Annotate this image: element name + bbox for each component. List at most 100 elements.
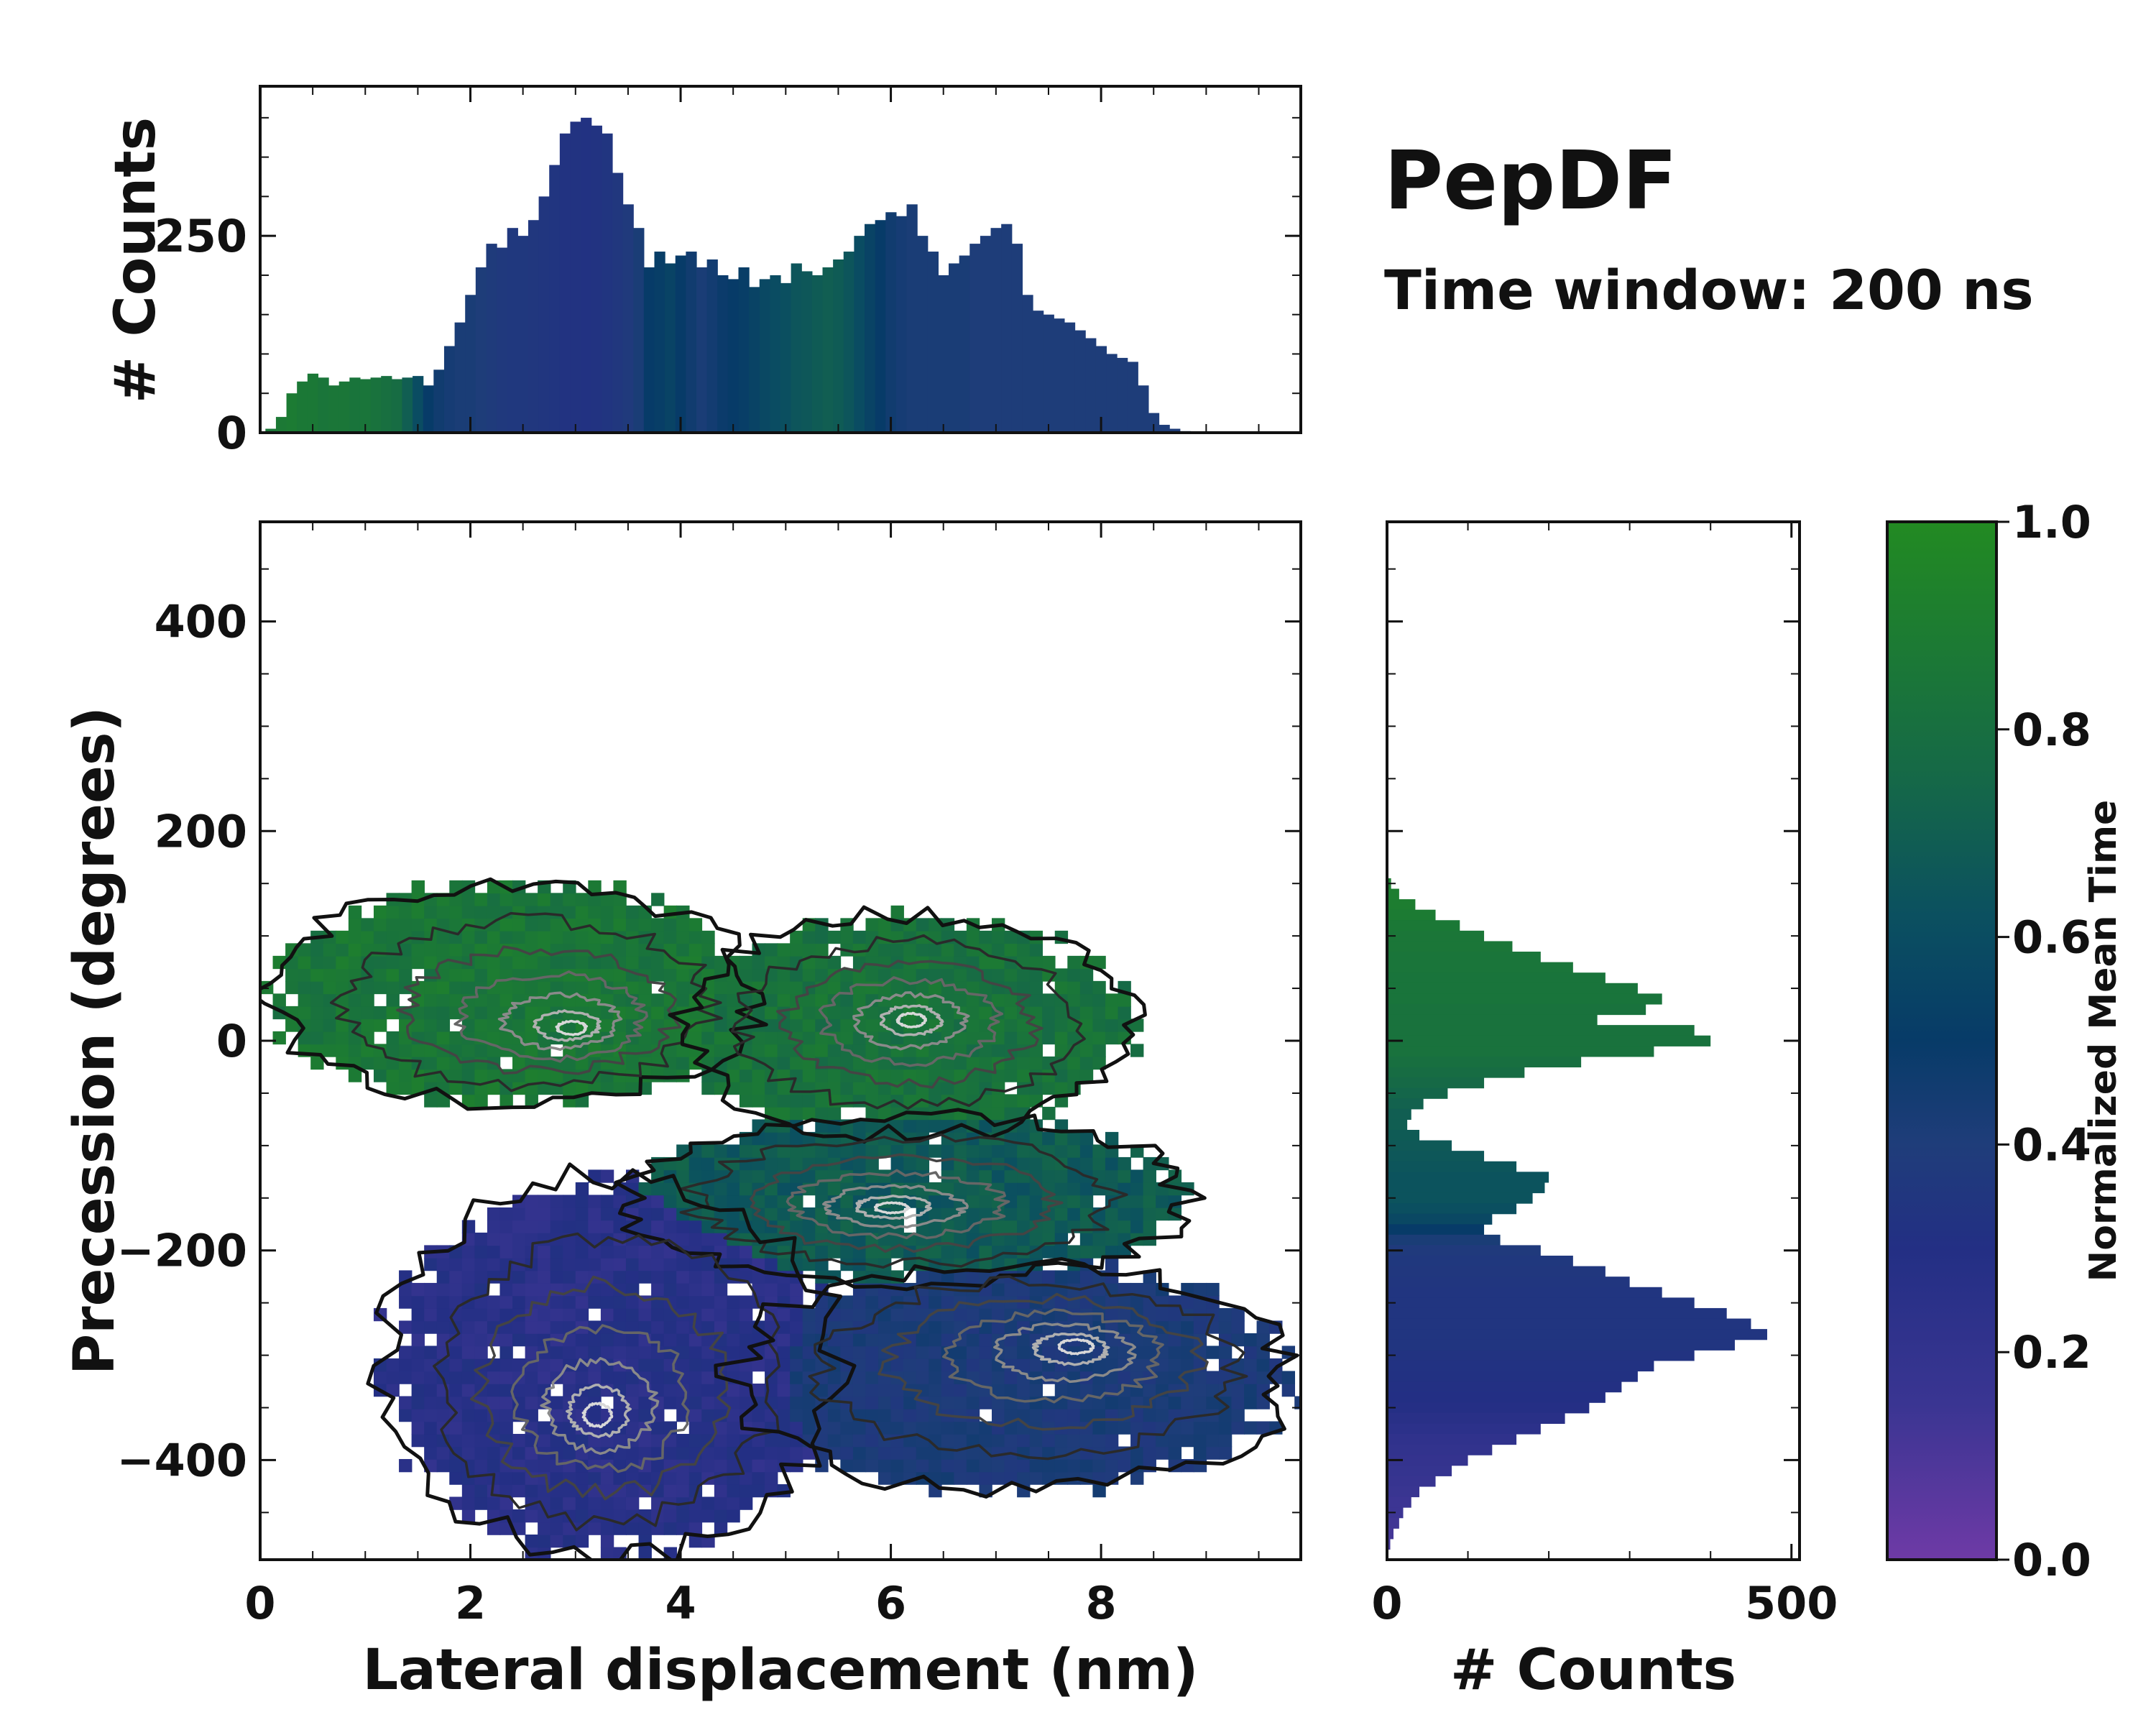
heatmap-cell bbox=[954, 1056, 967, 1070]
heatmap-cell bbox=[298, 1006, 312, 1020]
heatmap-cell bbox=[941, 1458, 955, 1473]
heatmap-cell bbox=[663, 1270, 677, 1284]
heatmap-cell bbox=[676, 1220, 690, 1233]
heatmap-cell bbox=[1231, 1383, 1245, 1397]
contour-line bbox=[497, 991, 623, 1052]
heatmap-cell bbox=[310, 968, 324, 982]
heatmap-cell bbox=[663, 1522, 677, 1535]
heatmap-cell bbox=[449, 1346, 463, 1359]
heatmap-cell bbox=[449, 1396, 463, 1409]
heatmap-cell bbox=[1092, 1458, 1106, 1473]
heatmap-cell bbox=[903, 943, 917, 957]
heatmap-cell bbox=[979, 930, 992, 944]
heatmap-cell bbox=[929, 1207, 942, 1221]
heatmap-cell bbox=[752, 1031, 765, 1045]
heatmap-cell bbox=[676, 1446, 690, 1460]
heatmap-cell bbox=[449, 905, 463, 919]
top-histogram-bar bbox=[959, 255, 970, 433]
heatmap-cell bbox=[1105, 1307, 1119, 1322]
heatmap-cell bbox=[790, 930, 803, 944]
heatmap-cell bbox=[461, 1433, 476, 1448]
heatmap-cell bbox=[903, 1232, 917, 1246]
heatmap-cell bbox=[499, 893, 513, 906]
heatmap-cell bbox=[424, 1031, 438, 1045]
heatmap-cell bbox=[487, 980, 501, 995]
heatmap-cell bbox=[1143, 1220, 1156, 1233]
heatmap-cell bbox=[487, 893, 501, 906]
heatmap-cell bbox=[550, 1245, 564, 1259]
heatmap-cell bbox=[865, 1081, 879, 1095]
heatmap-cell bbox=[991, 1396, 1005, 1409]
heatmap-cell bbox=[1079, 1056, 1094, 1070]
top-histogram-bar bbox=[865, 224, 876, 433]
heatmap-cell bbox=[638, 1446, 652, 1460]
heatmap-cell bbox=[550, 993, 564, 1007]
heatmap-cell bbox=[1143, 1295, 1156, 1309]
top-histogram-bar bbox=[665, 263, 676, 433]
heatmap-cell bbox=[714, 1446, 728, 1460]
heatmap-cell bbox=[588, 1496, 602, 1510]
heatmap-cell bbox=[424, 993, 438, 1007]
heatmap-cell bbox=[638, 918, 652, 932]
heatmap-cell bbox=[461, 1333, 476, 1347]
heatmap-cell bbox=[727, 1346, 740, 1359]
heatmap-cell bbox=[461, 1069, 476, 1082]
heatmap-cell bbox=[538, 955, 551, 970]
heatmap-cell bbox=[499, 918, 513, 932]
heatmap-cell bbox=[777, 1144, 791, 1158]
heatmap-cell bbox=[487, 955, 501, 970]
top-histogram-bar bbox=[854, 236, 865, 433]
heatmap-cell bbox=[1017, 1144, 1031, 1158]
heatmap-cell bbox=[550, 968, 564, 982]
heatmap-cell bbox=[487, 930, 501, 944]
heatmap-cell bbox=[727, 1257, 740, 1271]
heatmap-cell bbox=[436, 930, 451, 944]
heatmap-cell bbox=[1231, 1396, 1245, 1409]
heatmap-cell bbox=[436, 1295, 451, 1309]
heatmap-cell bbox=[1004, 1220, 1018, 1233]
heatmap-cell bbox=[916, 1446, 930, 1460]
heatmap-cell bbox=[1118, 1195, 1131, 1208]
heatmap-cell bbox=[802, 1346, 816, 1359]
heatmap-cell bbox=[815, 930, 829, 944]
contour-line bbox=[808, 1275, 1248, 1460]
heatmap-cell bbox=[1206, 1383, 1220, 1397]
heatmap-cell bbox=[1067, 1433, 1081, 1448]
right-histogram-bar bbox=[1387, 1172, 1549, 1183]
heatmap-cell bbox=[1004, 1471, 1018, 1485]
heatmap-cell bbox=[1017, 1131, 1031, 1146]
heatmap-cell bbox=[752, 1220, 765, 1233]
heatmap-cell bbox=[701, 1396, 715, 1409]
heatmap-cell bbox=[461, 1358, 476, 1372]
top-histogram-bar bbox=[581, 117, 592, 433]
heatmap-cell bbox=[663, 1320, 677, 1334]
top-histogram-bar bbox=[318, 377, 329, 433]
heatmap-cell bbox=[790, 955, 803, 970]
heatmap-cell bbox=[777, 1081, 791, 1095]
heatmap-cell bbox=[1054, 1144, 1069, 1158]
heatmap-cell bbox=[575, 1195, 589, 1208]
heatmap-cell bbox=[1042, 1081, 1056, 1095]
heatmap-cell bbox=[411, 1383, 425, 1397]
heatmap-cell bbox=[790, 1156, 803, 1171]
heatmap-cell bbox=[1092, 1433, 1106, 1448]
right-histogram-bar bbox=[1387, 1412, 1565, 1424]
heatmap-cell bbox=[512, 980, 526, 995]
heatmap-cell bbox=[1105, 1018, 1119, 1032]
heatmap-cell bbox=[815, 1144, 829, 1158]
heatmap-cell bbox=[1029, 1270, 1043, 1284]
heatmap-cell bbox=[487, 918, 501, 932]
heatmap-cell bbox=[461, 1307, 476, 1322]
density-contours bbox=[260, 877, 1299, 1560]
heatmap-cell bbox=[600, 1018, 614, 1032]
heatmap-cell bbox=[613, 1295, 627, 1309]
heatmap-cell bbox=[1067, 1069, 1081, 1082]
colorbar-tick-label: 0.4 bbox=[2012, 1118, 2091, 1171]
heatmap-cell bbox=[499, 905, 513, 919]
heatmap-cell bbox=[802, 1106, 816, 1121]
heatmap-cell bbox=[538, 1220, 551, 1233]
heatmap-cell bbox=[1218, 1446, 1233, 1460]
heatmap-cell bbox=[411, 1018, 425, 1032]
heatmap-cell bbox=[790, 1358, 803, 1372]
heatmap-cell bbox=[651, 1006, 665, 1020]
